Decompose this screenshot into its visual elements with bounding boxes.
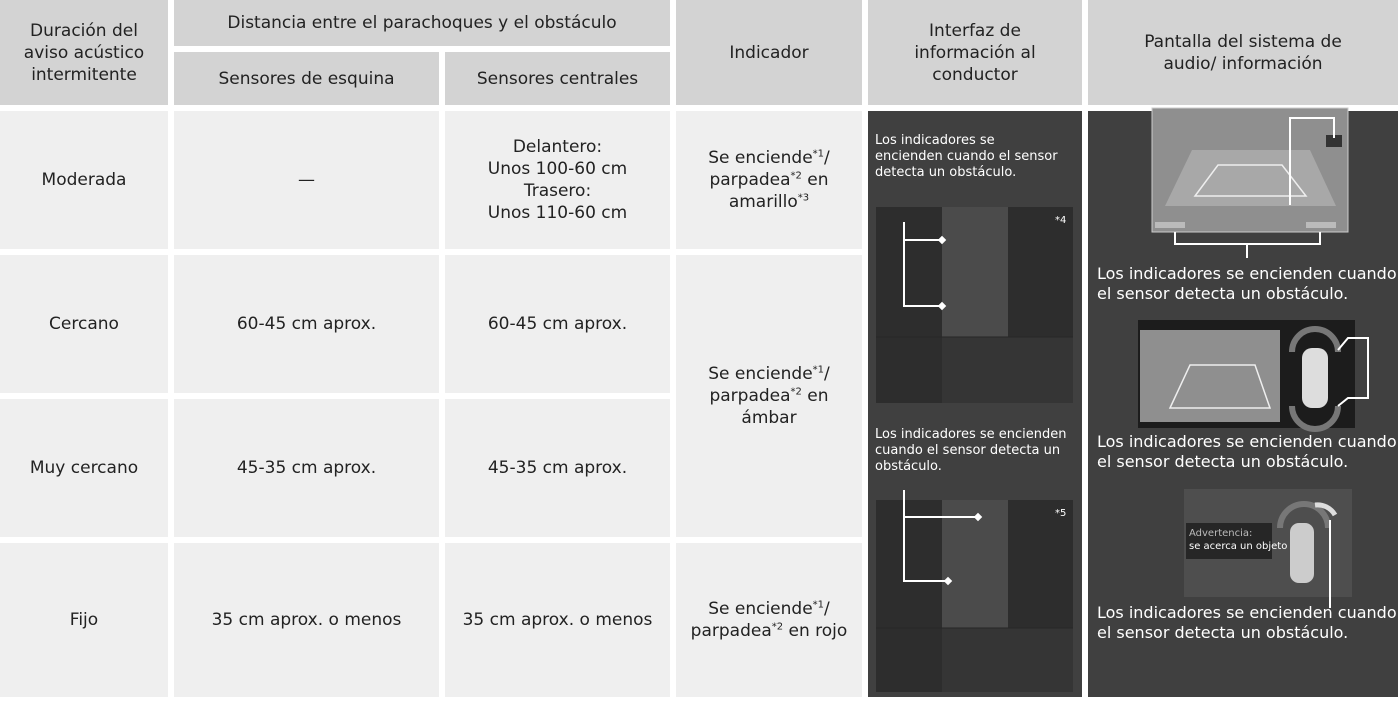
cell-text: Se enciende*1/ parpadea*2 en rojo bbox=[680, 598, 858, 642]
header-text: Indicador bbox=[729, 42, 809, 63]
header-cell: Indicador bbox=[676, 0, 862, 105]
cell-text-part: Se enciende bbox=[708, 148, 813, 168]
header-cell: Pantalla del sistema de audio/ informaci… bbox=[1088, 0, 1398, 105]
cell-text-part: Se enciende bbox=[708, 599, 813, 619]
sensor-grid bbox=[876, 490, 1073, 692]
cell-text-part: Se enciende bbox=[708, 364, 813, 384]
cell-text: 35 cm aprox. o menos bbox=[462, 610, 653, 630]
footnote-mark: *2 bbox=[790, 386, 802, 398]
footnote-mark: *1 bbox=[812, 364, 825, 376]
cell: Cercano bbox=[0, 255, 168, 393]
cell: 60-45 cm aprox. bbox=[445, 255, 670, 393]
cell-text: Trasero: bbox=[523, 181, 592, 201]
cell-text-part: en rojo bbox=[783, 621, 848, 641]
warning-text: Advertencia: bbox=[1189, 528, 1253, 539]
header-cell: Interfaz de información al conductor bbox=[868, 0, 1082, 105]
note: *5 bbox=[1055, 508, 1067, 519]
cell-text: Se enciende*1/ parpadea*2 en ámbar bbox=[694, 363, 844, 429]
warning-text: se acerca un objeto bbox=[1189, 541, 1288, 552]
note: *4 bbox=[1055, 215, 1067, 226]
header-cell: Duración del aviso acústico intermitente bbox=[0, 0, 168, 105]
caption: Los indicadores se encienden cuando el s… bbox=[1097, 603, 1397, 642]
cell: Muy cercano bbox=[0, 399, 168, 537]
cell-text: Cercano bbox=[49, 314, 119, 334]
cell-text-part: en amarillo bbox=[728, 170, 829, 212]
cell-text: 45-35 cm aprox. bbox=[236, 458, 377, 478]
cell: Delantero: Unos 100-60 cm Trasero: Unos … bbox=[445, 111, 670, 249]
cell: Se enciende*1/ parpadea*2 en amarillo*3 bbox=[676, 111, 862, 249]
cell-text: — bbox=[298, 170, 315, 190]
cell-text-part: / parpadea bbox=[690, 599, 830, 641]
cell-text: 45-35 cm aprox. bbox=[487, 458, 628, 478]
header-cell: Sensores centrales bbox=[445, 52, 670, 105]
cell: 45-35 cm aprox. bbox=[174, 399, 439, 537]
cell: Moderada bbox=[0, 111, 168, 249]
caption: Los indicadores se encienden cuando el s… bbox=[875, 133, 1058, 180]
header-text: Interfaz de información al conductor bbox=[914, 20, 1036, 85]
cell-text: 60-45 cm aprox. bbox=[236, 314, 377, 334]
cell-text-part: / parpadea bbox=[709, 148, 830, 190]
camera-screen bbox=[1151, 107, 1349, 258]
caption: Los indicadores se encienden cuando el s… bbox=[1097, 264, 1397, 303]
sensor-grid bbox=[876, 207, 1073, 403]
cell-text: 35 cm aprox. o menos bbox=[211, 610, 402, 630]
header-text: Sensores de esquina bbox=[218, 68, 395, 89]
caption: Los indicadores se encienden cuando el s… bbox=[1097, 432, 1397, 471]
cell: 35 cm aprox. o menos bbox=[445, 543, 670, 697]
footnote-mark: *2 bbox=[790, 170, 802, 182]
header-cell: Sensores de esquina bbox=[174, 52, 439, 105]
footnote-mark: *1 bbox=[812, 599, 825, 611]
cell: — bbox=[174, 111, 439, 249]
cell: Se enciende*1/ parpadea*2 en ámbar bbox=[676, 255, 862, 537]
cell-text: Fijo bbox=[69, 610, 99, 630]
cell-text: Unos 100-60 cm bbox=[487, 159, 628, 179]
cell-text-part: / parpadea bbox=[709, 364, 830, 406]
cell: 35 cm aprox. o menos bbox=[174, 543, 439, 697]
cell-text: Delantero: bbox=[512, 137, 603, 157]
cell-text: 60-45 cm aprox. bbox=[487, 314, 628, 334]
header-text: Distancia entre el parachoques y el obst… bbox=[227, 13, 617, 33]
warning-view bbox=[1184, 489, 1352, 608]
footnote-mark: *1 bbox=[812, 148, 825, 160]
parking-view bbox=[1138, 320, 1369, 432]
header-text: Pantalla del sistema de audio/ informaci… bbox=[1144, 31, 1342, 74]
cell-text: Muy cercano bbox=[29, 458, 139, 478]
footnote-mark: *3 bbox=[797, 192, 810, 204]
header-text: Sensores centrales bbox=[476, 68, 639, 89]
cell: Se enciende*1/ parpadea*2 en rojo bbox=[676, 543, 862, 697]
cell-text-part: en ámbar bbox=[741, 386, 829, 428]
cell: 60-45 cm aprox. bbox=[174, 255, 439, 393]
cell-text: Unos 110-60 cm bbox=[487, 203, 628, 223]
cell: Fijo bbox=[0, 543, 168, 697]
header-text: Duración del aviso acústico intermitente bbox=[23, 20, 145, 85]
cell-text: Moderada bbox=[41, 170, 127, 190]
footnote-mark: *2 bbox=[771, 621, 784, 633]
header-cell: Distancia entre el parachoques y el obst… bbox=[174, 0, 670, 46]
cell-text: Se enciende*1/ parpadea*2 en amarillo*3 bbox=[690, 147, 848, 213]
cell: 45-35 cm aprox. bbox=[445, 399, 670, 537]
caption: Los indicadores se encienden cuando el s… bbox=[875, 427, 1067, 474]
